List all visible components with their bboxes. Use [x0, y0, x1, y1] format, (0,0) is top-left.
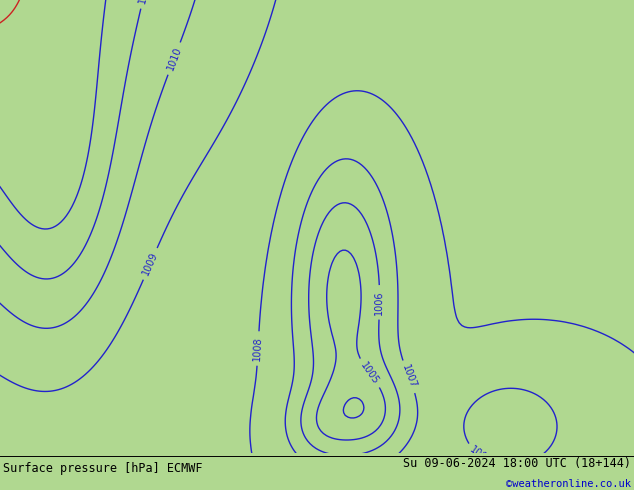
Text: 1011: 1011 — [137, 0, 152, 5]
Text: 1006: 1006 — [375, 290, 385, 315]
Text: Surface pressure [hPa] ECMWF: Surface pressure [hPa] ECMWF — [3, 462, 203, 475]
Text: 1008: 1008 — [252, 336, 264, 361]
Text: 1007: 1007 — [468, 445, 494, 467]
Text: 1005: 1005 — [359, 360, 381, 386]
Text: 1007: 1007 — [400, 364, 418, 390]
Text: 1009: 1009 — [141, 250, 160, 277]
Text: Su 09-06-2024 18:00 UTC (18+144): Su 09-06-2024 18:00 UTC (18+144) — [403, 457, 631, 470]
Text: ©weatheronline.co.uk: ©weatheronline.co.uk — [506, 480, 631, 490]
Text: 1010: 1010 — [165, 46, 183, 72]
